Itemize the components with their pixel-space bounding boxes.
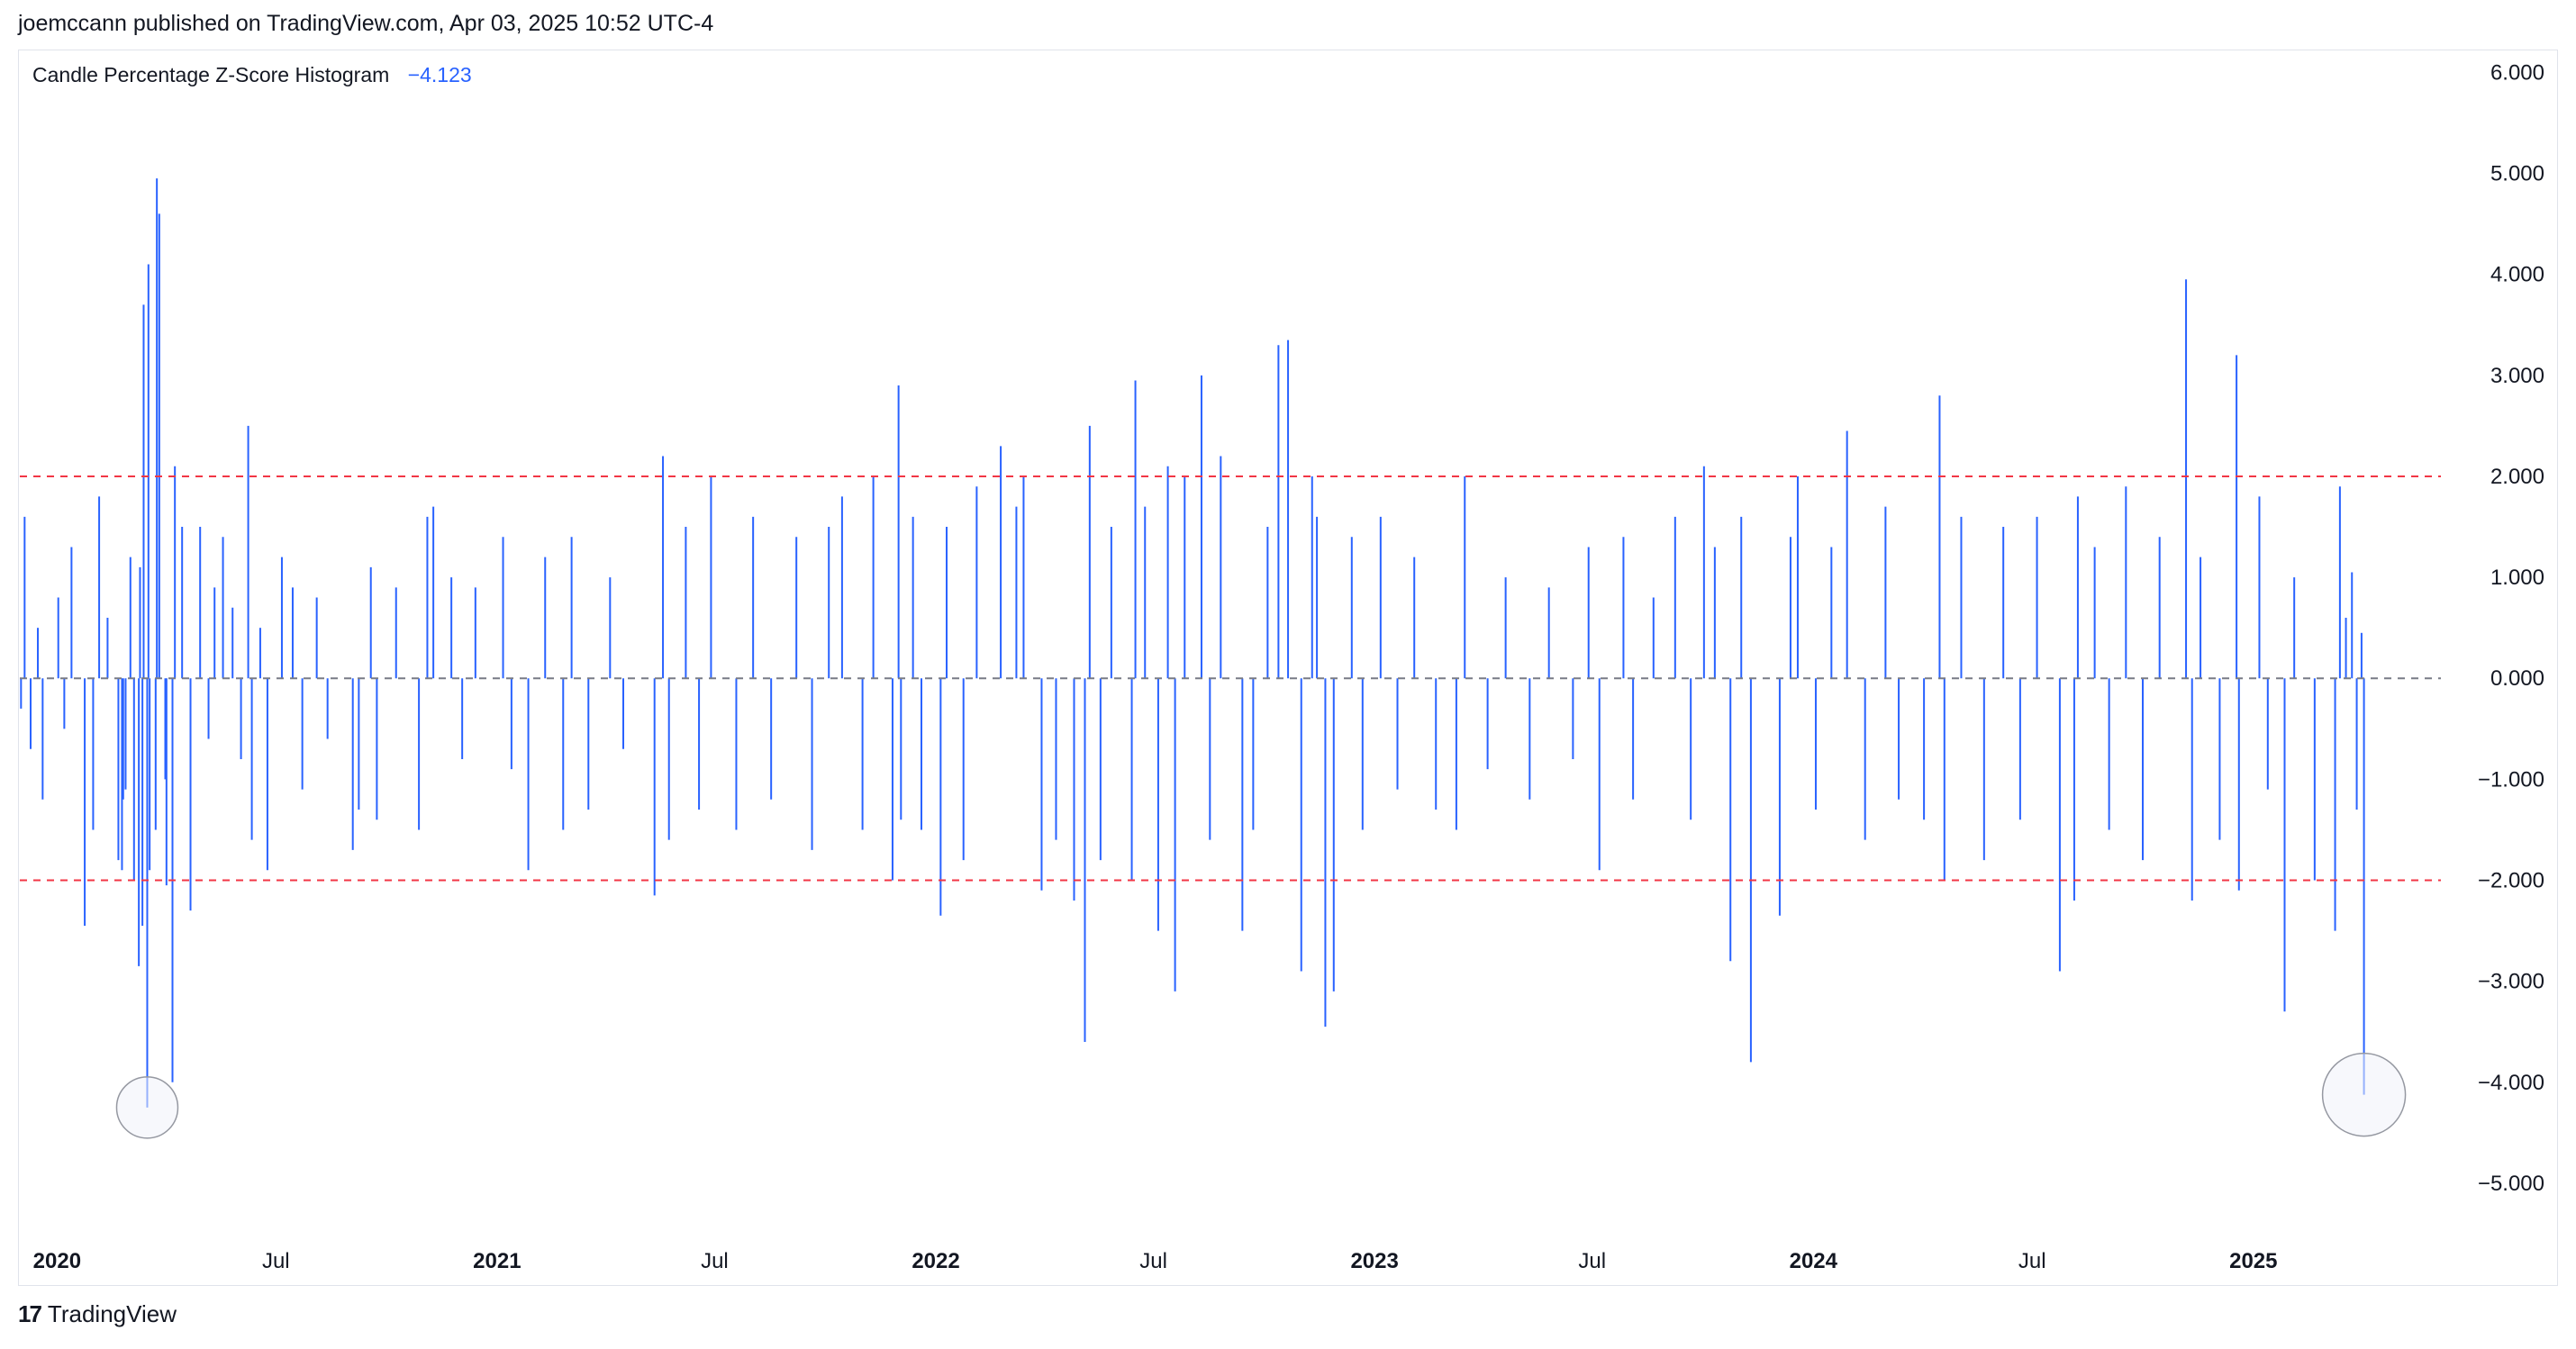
highlight-circle	[115, 1076, 179, 1139]
y-tick-label: −4.000	[2478, 1071, 2544, 1095]
indicator-name: Candle Percentage Z-Score Histogram	[32, 63, 390, 86]
y-tick-label: −5.000	[2478, 1172, 2544, 1196]
y-tick-label: 1.000	[2490, 566, 2544, 590]
y-tick-label: 5.000	[2490, 162, 2544, 186]
x-tick-label: Jul	[2018, 1249, 2046, 1273]
indicator-legend[interactable]: Candle Percentage Z-Score Histogram −4.1…	[32, 63, 472, 87]
x-tick-label: 2023	[1350, 1249, 1398, 1273]
y-tick-label: 3.000	[2490, 364, 2544, 388]
y-tick-label: 4.000	[2490, 263, 2544, 287]
x-tick-label: 2022	[912, 1249, 959, 1273]
reference-lines	[20, 475, 2441, 882]
tradingview-logo-icon: 17	[18, 1300, 42, 1327]
x-tick-label: 2020	[33, 1249, 81, 1273]
y-tick-label: −1.000	[2478, 767, 2544, 792]
y-tick-label: 6.000	[2490, 60, 2544, 85]
chart-panel[interactable]	[18, 50, 2558, 1286]
publisher-header: joemccann published on TradingView.com, …	[18, 11, 714, 36]
x-tick-label: Jul	[701, 1249, 729, 1273]
x-tick-label: Jul	[262, 1249, 290, 1273]
x-tick-label: Jul	[1139, 1249, 1167, 1273]
highlight-circle	[2321, 1052, 2407, 1137]
x-tick-label: 2024	[1790, 1249, 1838, 1273]
indicator-value: −4.123	[407, 63, 472, 86]
x-tick-label: 2021	[473, 1249, 521, 1273]
y-tick-label: −3.000	[2478, 970, 2544, 994]
y-tick-label: 2.000	[2490, 465, 2544, 489]
tradingview-brand: TradingView	[47, 1300, 177, 1327]
x-tick-label: 2025	[2229, 1249, 2277, 1273]
y-axis: 6.000 5.000 4.000 3.000 2.000 1.000 0.000 −1.00…	[2478, 60, 2544, 1196]
y-tick-label: 0.000	[2490, 666, 2544, 691]
x-axis: 2020 Jul 2021 Jul 2022 Jul 2023 Jul 2024 Jul 2025	[33, 1249, 2278, 1273]
tradingview-footer[interactable]: 17 TradingView	[18, 1300, 177, 1328]
y-tick-label: −2.000	[2478, 869, 2544, 893]
highlight-markers	[115, 1052, 2407, 1139]
x-tick-label: Jul	[1578, 1249, 1606, 1273]
bars-layer	[20, 178, 2365, 1108]
